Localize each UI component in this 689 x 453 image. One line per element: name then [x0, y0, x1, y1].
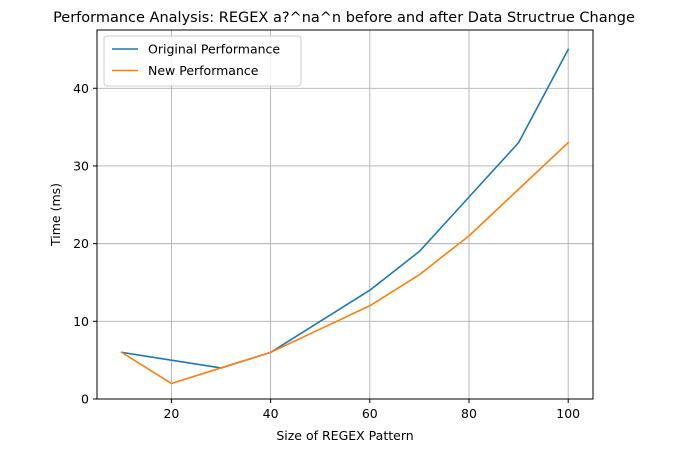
y-tick-label: 10 [73, 314, 89, 329]
x-tick-label: 40 [263, 406, 279, 421]
y-tick-label: 20 [73, 236, 89, 251]
y-tick-label: 30 [73, 158, 89, 173]
x-axis-label: Size of REGEX Pattern [276, 428, 413, 443]
legend: Original Performance New Performance [103, 35, 302, 87]
x-tick-label: 20 [163, 406, 179, 421]
plot-frame [96, 29, 594, 400]
series-line-original-performance [120, 48, 570, 369]
series-line-new-performance [120, 141, 570, 385]
x-tick-label: 80 [461, 406, 477, 421]
x-tick-label: 100 [556, 406, 580, 421]
x-tick-label: 60 [362, 406, 378, 421]
y-tick-label: 40 [73, 81, 89, 96]
y-axis-ticks: 0 10 20 30 40 [73, 81, 97, 407]
chart-title: Performance Analysis: REGEX a?^na^n befo… [53, 10, 635, 26]
legend-label: New Performance [148, 63, 259, 78]
plot-lines [120, 48, 570, 385]
x-axis-ticks: 20 40 60 80 100 [163, 399, 580, 421]
y-tick-label: 0 [81, 392, 89, 407]
legend-label: Original Performance [148, 42, 280, 57]
legend-box [103, 35, 302, 87]
y-axis-label: Time (ms) [48, 183, 63, 247]
